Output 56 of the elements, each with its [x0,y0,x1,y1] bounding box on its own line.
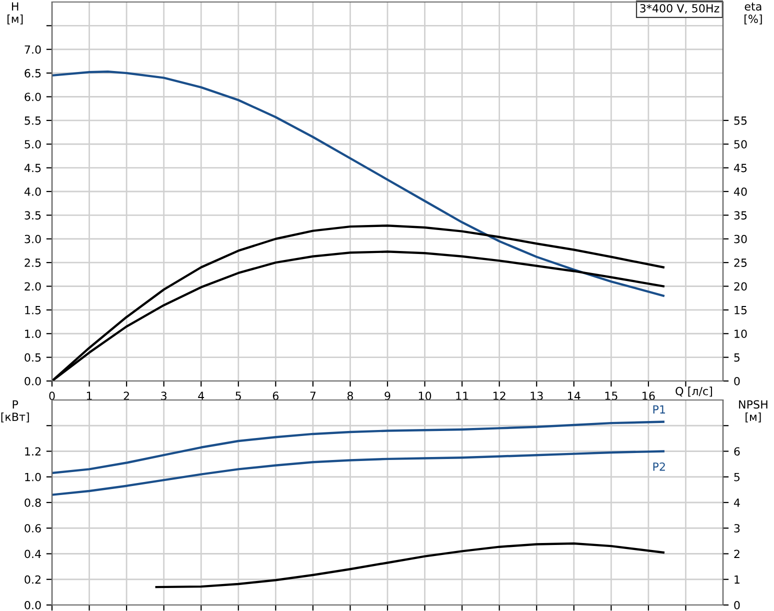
y2-tick-label: 0 [734,600,740,610]
line-series [52,70,664,297]
y-axis-title: H [м] [8,2,23,24]
y-tick-label: 0.2 [24,575,40,584]
y2-tick-label: 3 [734,524,740,533]
y-tick-label: 4.0 [24,187,41,196]
y2-tick-label: 1 [734,575,740,584]
y2-tick-label: 35 [734,211,747,220]
y2-tick-label: 30 [734,234,747,244]
y2-tick-label: 15 [734,306,747,314]
y2-tick-label: 25 [734,258,747,267]
y-tick-label: 1.0 [25,330,41,338]
y2-tick-label: 5 [734,353,740,362]
y2-tick-label: 50 [734,140,747,149]
y2-tick-label: 20 [734,282,747,291]
y2-tick-label: 5 [734,472,740,482]
y2-tick-label: 4 [734,498,740,507]
series-label: P1 [653,405,665,414]
y-tick-label: 6.5 [24,69,41,78]
y-tick-label: 3.5 [24,211,41,220]
y2-tick-label: 40 [734,187,747,196]
y2-tick-label: 55 [734,116,747,125]
x-tick-label: 0 [49,392,55,400]
y2-tick-label: 45 [734,164,747,172]
y-tick-label: 5.0 [24,140,41,149]
x-tick-label: 4 [198,392,204,400]
y-axis-title: P [кВт] [1,400,29,422]
y-tick-label: 0.6 [24,524,41,533]
y-tick-label: 5.5 [24,116,41,125]
y-tick-label: 2.5 [24,258,41,267]
y-tick-label: 0.0 [24,376,41,386]
line-series [52,450,664,496]
x-tick-label: 7 [310,392,316,400]
y2-tick-label: 2 [734,550,740,558]
y-tick-label: 4.5 [24,164,41,172]
y-tick-label: 2.0 [24,282,41,291]
y-tick-label: 1.5 [25,306,41,314]
y-tick-label: 7.0 [24,45,41,54]
x-axis-title: Q [л/с] [676,386,712,397]
y2-tick-label: 10 [734,330,747,338]
line-series [52,420,664,474]
y-tick-label: 1.0 [25,472,41,482]
y-tick-label: 1.2 [25,447,40,456]
y-tick-label: 0.8 [24,498,41,507]
y2-tick-label: 0 [734,376,740,386]
y2-axis-title: eta [%] [744,2,762,24]
line-series [155,542,664,588]
y-tick-label: 0.4 [24,550,41,558]
annotation: 3*400 V, 50Hz [640,4,720,14]
y2-axis-title: NPSH [м] [739,400,768,422]
y-tick-label: 3.0 [24,234,41,244]
y-tick-label: 6.0 [24,92,41,102]
y-tick-label: 0.5 [24,353,41,362]
y2-tick-label: 6 [734,447,740,456]
y-tick-label: 0.0 [24,600,41,610]
series-label: P2 [653,462,665,471]
